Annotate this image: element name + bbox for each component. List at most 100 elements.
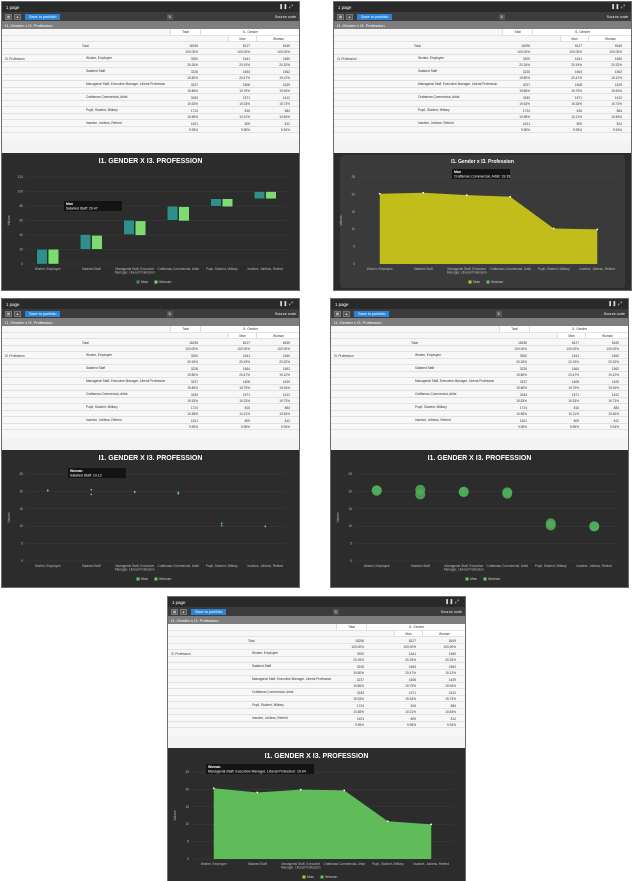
bar-woman[interactable] xyxy=(91,235,103,250)
bar-man[interactable] xyxy=(123,220,135,235)
data-point[interactable] xyxy=(378,192,381,195)
point-woman[interactable] xyxy=(133,490,136,493)
bar-man[interactable] xyxy=(210,198,222,207)
legend-item[interactable]: Woman xyxy=(159,280,171,284)
bar-woman[interactable] xyxy=(178,206,190,222)
bar-man[interactable] xyxy=(36,249,48,265)
point-woman[interactable] xyxy=(220,522,223,525)
bubble-woman[interactable] xyxy=(589,521,600,532)
data-point[interactable] xyxy=(212,787,215,790)
source-code-link[interactable]: Source code xyxy=(440,609,462,614)
expand-icon[interactable]: ⤢ xyxy=(617,301,622,307)
bubble-woman[interactable] xyxy=(545,518,556,529)
save-to-portfolio-button[interactable]: Save to portfolio xyxy=(25,13,61,20)
legend-item[interactable]: Man xyxy=(473,280,480,284)
bar-man[interactable] xyxy=(80,234,91,250)
table-view-icon[interactable]: ▦ xyxy=(5,13,12,20)
data-point[interactable] xyxy=(299,788,302,791)
legend-item[interactable]: Woman xyxy=(159,577,171,581)
expand-icon[interactable]: ⤢ xyxy=(288,301,293,307)
data-point[interactable] xyxy=(552,227,555,230)
data-point[interactable] xyxy=(596,228,599,231)
save-to-portfolio-button[interactable]: Save to portfolio xyxy=(25,310,61,317)
pause-icon[interactable]: ❚❚ xyxy=(611,4,620,10)
legend-item[interactable]: Woman xyxy=(488,577,500,581)
source-code-link[interactable]: Source code xyxy=(274,14,296,19)
source-code-link[interactable]: Source code xyxy=(274,311,296,316)
table-cell: 812 xyxy=(616,122,622,126)
table-view-icon[interactable]: ▦ xyxy=(334,310,341,317)
y-tick-label: 10 xyxy=(19,524,23,528)
data-point[interactable] xyxy=(465,194,468,197)
legend-item[interactable]: Man xyxy=(141,280,148,284)
bubble-woman[interactable] xyxy=(502,487,513,498)
x-tick-label: Managerial Staff, Executive Manager, Libe… xyxy=(115,564,155,572)
row-label-profession: Worker, Employee xyxy=(415,353,441,357)
data-point[interactable] xyxy=(430,823,433,826)
table-view-icon[interactable]: ▦ xyxy=(337,13,344,20)
data-point[interactable] xyxy=(386,820,389,823)
source-code-link[interactable]: Source code xyxy=(606,14,628,19)
save-to-portfolio-button[interactable]: Save to portfolio xyxy=(191,608,227,615)
point-woman[interactable] xyxy=(177,491,180,494)
expand-icon[interactable]: ⤢ xyxy=(454,599,459,605)
bar-man[interactable] xyxy=(167,206,178,221)
point-woman[interactable] xyxy=(90,493,93,496)
table-view-icon[interactable]: ▦ xyxy=(5,310,12,317)
chart-view-icon[interactable]: ▲ xyxy=(14,13,21,20)
row-label-profession: Pupil, Student, Military xyxy=(418,108,450,112)
chart-view-icon[interactable]: ▲ xyxy=(14,310,21,317)
chart-view-icon[interactable]: ▲ xyxy=(346,13,353,20)
data-point[interactable] xyxy=(343,789,346,792)
export-icon[interactable]: ⇅ xyxy=(332,608,339,615)
table-view-icon[interactable]: ▦ xyxy=(171,608,178,615)
bubble-woman[interactable] xyxy=(415,489,426,500)
point-man[interactable] xyxy=(220,524,223,527)
table-cell: 809 xyxy=(244,419,250,423)
export-icon[interactable]: ⇅ xyxy=(498,13,505,20)
source-code-link[interactable]: Source code xyxy=(603,311,625,316)
table-row: 10.58% 10.21% 10.84% xyxy=(334,114,631,120)
bubble-woman[interactable] xyxy=(458,486,469,497)
expand-icon[interactable]: ⤢ xyxy=(288,4,293,10)
table-row: 19.53% 19.33% 19.73% xyxy=(168,696,465,702)
table-cell: 1664 xyxy=(242,70,250,74)
bubble-woman[interactable] xyxy=(371,485,382,496)
pause-icon[interactable]: ❚❚ xyxy=(445,599,454,605)
table-cell: 19.73% xyxy=(608,399,619,403)
bar-woman[interactable] xyxy=(265,191,277,199)
legend-item[interactable]: Woman xyxy=(491,280,503,284)
legend-item[interactable]: Man xyxy=(141,577,148,581)
row-label-profession: Salaried Staff xyxy=(86,69,106,73)
table-cell: 19.53% xyxy=(516,399,527,403)
point-man[interactable] xyxy=(177,492,180,495)
pause-icon[interactable]: ❚❚ xyxy=(279,301,288,307)
legend-item[interactable]: Woman xyxy=(325,875,337,879)
bar-woman[interactable] xyxy=(48,249,59,265)
chart-view-icon[interactable]: ▲ xyxy=(180,608,187,615)
export-icon[interactable]: ⇅ xyxy=(495,310,502,317)
bar-man[interactable] xyxy=(254,191,265,199)
expand-icon[interactable]: ⤢ xyxy=(620,4,625,10)
data-point[interactable] xyxy=(509,195,512,198)
save-to-portfolio-button[interactable]: Save to portfolio xyxy=(357,13,393,20)
column-header-woman: Woman xyxy=(422,631,465,636)
point-woman[interactable] xyxy=(264,525,267,528)
row-label-total: Total xyxy=(82,44,89,48)
point-man[interactable] xyxy=(90,488,93,491)
pause-icon[interactable]: ❚❚ xyxy=(608,301,617,307)
export-icon[interactable]: ⇅ xyxy=(166,310,173,317)
legend-item[interactable]: Man xyxy=(307,875,314,879)
data-point[interactable] xyxy=(256,791,259,794)
bar-woman[interactable] xyxy=(135,220,146,236)
legend-item[interactable]: Man xyxy=(470,577,477,581)
bar-woman[interactable] xyxy=(222,198,233,207)
chart-view-icon[interactable]: ▲ xyxy=(343,310,350,317)
pause-icon[interactable]: ❚❚ xyxy=(279,4,288,10)
point-woman[interactable] xyxy=(46,489,49,492)
export-icon[interactable]: ⇅ xyxy=(166,13,173,20)
table-cell: 3300 xyxy=(519,354,527,358)
column-header-man: Man xyxy=(228,36,256,41)
save-to-portfolio-button[interactable]: Save to portfolio xyxy=(354,310,390,317)
data-point[interactable] xyxy=(422,191,425,194)
